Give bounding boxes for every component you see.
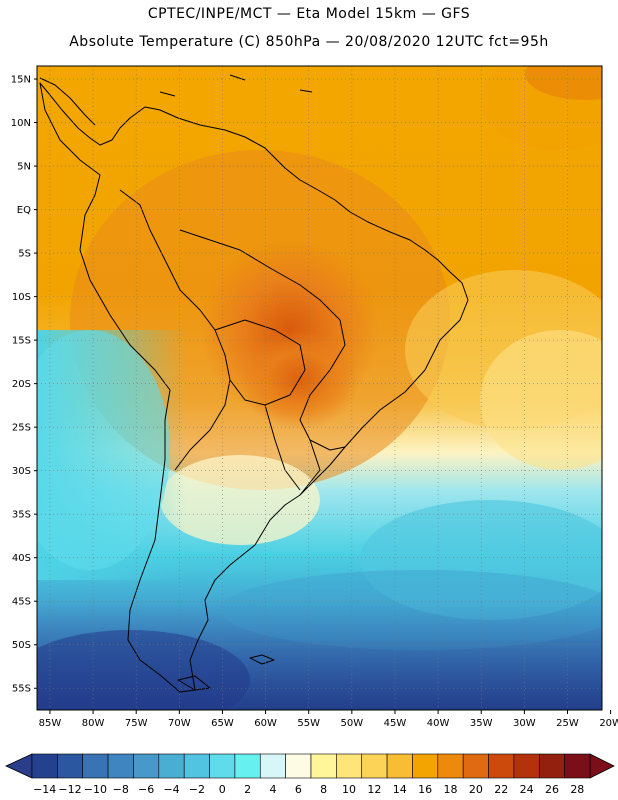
lon-label: 30W — [513, 718, 536, 729]
lon-label: 50W — [341, 718, 364, 729]
lat-label: 50S — [12, 640, 31, 651]
lat-label: 15N — [11, 75, 31, 86]
temperature-field — [37, 66, 602, 710]
colorbar-swatch — [133, 753, 160, 779]
colorbar-label: 12 — [367, 783, 381, 796]
colorbar-swatch — [310, 753, 337, 779]
lat-label: 10S — [12, 292, 31, 303]
colorbar-swatch — [513, 753, 540, 779]
lat-label: 5S — [18, 249, 31, 260]
colorbar-label: 22 — [494, 783, 508, 796]
lat-label: 15S — [12, 336, 31, 347]
map-title-variable: Absolute Temperature (C) 850hPa — 20/08/… — [69, 34, 549, 50]
lon-label: 85W — [39, 718, 62, 729]
bolivia-paraguay-borders — [214, 319, 306, 406]
lon-label: 75W — [125, 718, 148, 729]
lon-label: 60W — [254, 718, 277, 729]
colorbar-swatch — [209, 753, 236, 779]
lat-label: EQ — [17, 205, 31, 216]
colorbar-swatch — [361, 753, 388, 779]
lon-label: 55W — [297, 718, 320, 729]
colorbar-label: 24 — [520, 783, 534, 796]
colorbar-label: 20 — [469, 783, 483, 796]
colorbar-label: −12 — [58, 783, 81, 796]
colorbar-swatch — [107, 753, 134, 779]
lat-label: 55S — [12, 684, 31, 695]
colorbar-swatch — [412, 753, 439, 779]
colorbar-label: −6 — [138, 783, 154, 796]
lon-label: 40W — [427, 718, 450, 729]
lon-label: 45W — [384, 718, 407, 729]
colorbar-label: 6 — [295, 783, 302, 796]
colorbar-label: −2 — [189, 783, 205, 796]
falkland-islands — [249, 654, 275, 665]
lat-label: 5N — [17, 162, 31, 173]
lon-label: 25W — [556, 718, 579, 729]
colorbar-label: 26 — [545, 783, 559, 796]
colorbar-swatch — [488, 753, 515, 779]
argentina-uruguay-borders — [264, 404, 321, 496]
colorbar-label: 18 — [444, 783, 458, 796]
lat-lon-grid — [37, 66, 602, 710]
colorbar-label: −8 — [113, 783, 129, 796]
colorbar-label: 14 — [393, 783, 407, 796]
south-america-coastline — [39, 82, 469, 693]
colorbar-swatch — [386, 753, 413, 779]
colorbar-label: −14 — [33, 783, 56, 796]
lat-label: 20S — [12, 379, 31, 390]
latitude-labels: 15N 10N 5N EQ 5S 10S 15S 20S 25S 30S 35S 40S 45S 50S 5… — [11, 75, 37, 695]
colorbar-label: −4 — [163, 783, 179, 796]
longitude-labels: 85W 80W 75W 70W 65W 60W 55W 50W 45W 40W 35W 30W 25W 2… — [39, 710, 618, 729]
colorbar-swatch — [538, 753, 565, 779]
colorbar-swatch — [158, 753, 185, 779]
coastline-and-borders — [39, 74, 469, 693]
colorbar-label: 0 — [219, 783, 226, 796]
colorbar-swatch — [31, 753, 58, 779]
map-frame — [36, 65, 603, 711]
lat-label: 30S — [12, 466, 31, 477]
lon-label: 20W — [599, 718, 618, 729]
colorbar-swatch — [336, 753, 363, 779]
colorbar-swatch — [437, 753, 464, 779]
lon-label: 65W — [211, 718, 234, 729]
lon-label: 35W — [470, 718, 493, 729]
colorbar-swatch — [82, 753, 109, 779]
colorbar-label: 16 — [418, 783, 432, 796]
colorbar-label: 28 — [570, 783, 584, 796]
caribbean-islands — [159, 74, 313, 97]
colorbar-swatch — [259, 753, 286, 779]
lat-label: 25S — [12, 423, 31, 434]
colorbar-overflow-arrow — [589, 753, 615, 779]
colorbar-label: −10 — [84, 783, 107, 796]
colorbar-label: 8 — [320, 783, 327, 796]
colorbar-swatch — [564, 753, 591, 779]
colorbar: −14 −12 −10 −8 −6 −4 −2 0 2 4 6 8 10 12 14 16 18 20 22 24 26… — [5, 753, 615, 796]
colorbar-swatch — [183, 753, 210, 779]
colorbar-label: 4 — [269, 783, 276, 796]
lat-label: 45S — [12, 597, 31, 608]
colorbar-swatch — [462, 753, 489, 779]
colorbar-underflow-arrow — [5, 753, 33, 779]
colorbar-swatch — [285, 753, 312, 779]
lat-label: 35S — [12, 510, 31, 521]
colorbar-swatch — [234, 753, 261, 779]
lat-label: 40S — [12, 553, 31, 564]
colorbar-swatch — [57, 753, 84, 779]
colorbar-label: 2 — [244, 783, 251, 796]
lon-label: 80W — [82, 718, 105, 729]
lon-label: 70W — [168, 718, 191, 729]
lat-label: 10N — [11, 118, 31, 129]
colorbar-label: 10 — [342, 783, 356, 796]
map-title-model: CPTEC/INPE/MCT — Eta Model 15km — GFS — [147, 6, 471, 22]
